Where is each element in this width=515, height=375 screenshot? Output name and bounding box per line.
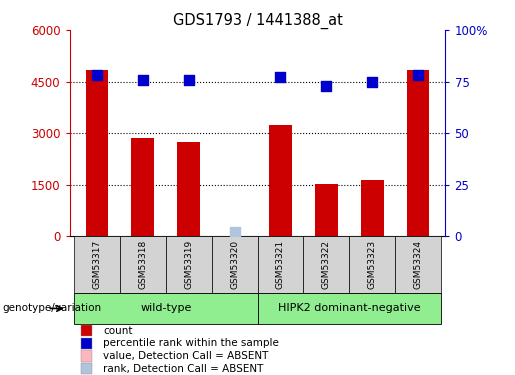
Text: GSM53319: GSM53319 (184, 240, 193, 289)
Text: GSM53323: GSM53323 (368, 240, 376, 289)
Text: GSM53322: GSM53322 (322, 240, 331, 289)
Text: genotype/variation: genotype/variation (3, 303, 101, 313)
Bar (303, 236, 349, 292)
Text: percentile rank within the sample: percentile rank within the sample (104, 338, 279, 348)
Bar (258, 236, 303, 292)
Text: GSM53320: GSM53320 (230, 240, 239, 289)
Text: HIPK2 dominant-negative: HIPK2 dominant-negative (278, 303, 421, 313)
Point (322, 83, 331, 89)
Bar (406, 69, 430, 236)
Text: GSM53317: GSM53317 (93, 240, 101, 289)
Point (277, 74, 285, 81)
Bar (120, 236, 166, 292)
Point (184, 76, 193, 82)
Bar (74, 292, 258, 324)
Text: value, Detection Call = ABSENT: value, Detection Call = ABSENT (104, 351, 269, 361)
Bar (212, 236, 258, 292)
Point (93, 72, 101, 78)
Bar (395, 236, 441, 292)
Bar (166, 236, 212, 292)
Point (414, 72, 422, 78)
Bar (349, 236, 395, 292)
Point (230, 229, 238, 235)
Bar (85, 69, 109, 236)
Title: GDS1793 / 1441388_at: GDS1793 / 1441388_at (173, 12, 342, 28)
Bar (231, 231, 238, 236)
Text: rank, Detection Call = ABSENT: rank, Detection Call = ABSENT (104, 364, 264, 374)
Bar (131, 138, 154, 236)
Bar (81, 338, 92, 349)
Point (368, 79, 376, 85)
Text: GSM53318: GSM53318 (139, 240, 147, 289)
Bar (81, 363, 92, 374)
Bar (269, 124, 292, 236)
Point (139, 76, 147, 82)
Text: count: count (104, 326, 133, 336)
Bar (81, 325, 92, 336)
Bar (177, 142, 200, 236)
Bar (74, 236, 120, 292)
Bar (360, 180, 384, 236)
Text: wild-type: wild-type (140, 303, 192, 313)
Text: GSM53324: GSM53324 (414, 240, 422, 289)
Bar (81, 350, 92, 362)
Bar (315, 184, 338, 236)
Text: GSM53321: GSM53321 (276, 240, 285, 289)
Bar (258, 292, 441, 324)
